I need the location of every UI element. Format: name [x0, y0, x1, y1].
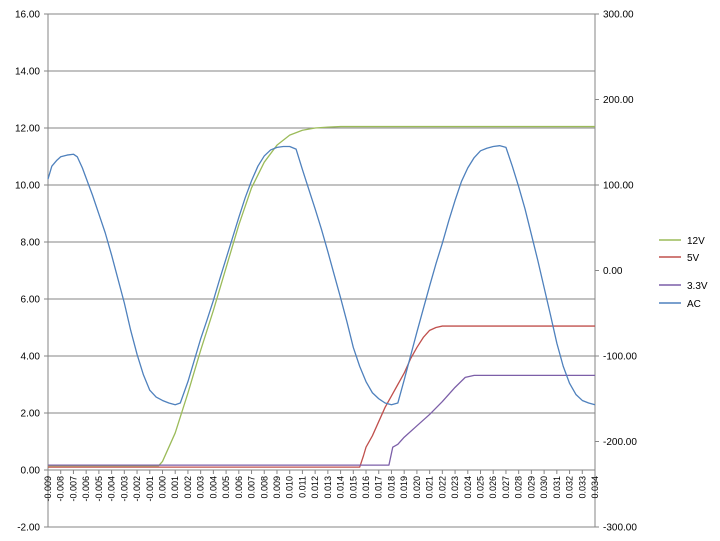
- x-tick-label: 0.028: [514, 476, 524, 499]
- x-tick-label: 0.011: [297, 476, 307, 498]
- x-tick-label: 0.014: [336, 476, 346, 499]
- left-y-axis: -2.00 0.00 2.00 4.00 6.00 8.00 10.00 12.00 14.00…: [15, 10, 48, 534]
- legend-label: 12V: [687, 236, 705, 247]
- left-tick-label: 16.00: [15, 10, 40, 21]
- right-y-axis: -300.00 -200.00 -100.00 0.00 100.00 200.00 300…: [595, 10, 637, 534]
- x-tick-label: 0.034: [590, 476, 600, 499]
- x-tick-label: 0.033: [577, 476, 587, 499]
- left-tick-label: 8.00: [21, 238, 41, 249]
- x-tick-label: 0.003: [196, 476, 206, 499]
- left-tick-label: 14.00: [15, 67, 40, 78]
- x-tick-label: 0.002: [183, 476, 193, 499]
- x-tick-label: 0.032: [565, 476, 575, 499]
- right-tick-label: 0.00: [603, 266, 623, 277]
- x-tick-label: -0.007: [68, 476, 78, 502]
- left-tick-label: 0.00: [21, 466, 41, 477]
- right-tick-label: 200.00: [603, 95, 634, 106]
- x-tick-label: 0.016: [361, 476, 371, 499]
- x-tick-label: -0.004: [107, 476, 117, 502]
- left-tick-label: 2.00: [21, 409, 41, 420]
- x-tick-label: 0.018: [386, 476, 396, 499]
- series-line-3-3v: [48, 374, 595, 466]
- x-tick-label: 0.013: [323, 476, 333, 499]
- x-tick-label: -0.003: [119, 476, 129, 502]
- x-tick-label: -0.002: [132, 476, 142, 502]
- x-tick-label: 0.000: [157, 476, 167, 499]
- x-tick-label: 0.022: [437, 476, 447, 499]
- x-tick-label: 0.031: [552, 476, 562, 499]
- x-tick-label: 0.004: [208, 476, 218, 499]
- right-tick-label: 300.00: [603, 10, 634, 21]
- x-tick-label: 0.007: [247, 476, 257, 499]
- x-axis: -0.009 -0.008 -0.007 -0.006 -0.005 -0.004 -0.0…: [43, 469, 600, 502]
- x-tick-label: 0.008: [259, 476, 269, 499]
- x-tick-label: 0.029: [526, 476, 536, 499]
- x-tick-label: 0.005: [221, 476, 231, 499]
- right-tick-label: -100.00: [603, 352, 637, 363]
- x-tick-label: 0.027: [501, 476, 511, 499]
- x-tick-label: 0.024: [463, 476, 473, 499]
- left-tick-label: -2.00: [17, 523, 40, 534]
- legend: 12V 5V 3.3V AC: [659, 236, 708, 310]
- x-tick-label: 0.030: [539, 476, 549, 499]
- left-tick-label: 4.00: [21, 352, 41, 363]
- x-tick-label: 0.025: [476, 476, 486, 499]
- right-tick-label: -300.00: [603, 523, 637, 534]
- series-line-ac: [47, 145, 596, 406]
- x-tick-label: -0.008: [56, 476, 66, 502]
- x-tick-label: 0.023: [450, 476, 460, 499]
- series-line-5v: [48, 325, 595, 468]
- x-tick-label: 0.009: [272, 476, 282, 499]
- left-tick-label: 12.00: [15, 124, 40, 135]
- x-tick-label: 0.017: [374, 476, 384, 499]
- left-tick-label: 6.00: [21, 295, 41, 306]
- x-tick-label: -0.006: [81, 476, 91, 502]
- left-tick-label: 10.00: [15, 181, 40, 192]
- x-tick-label: 0.019: [399, 476, 409, 499]
- right-tick-label: 100.00: [603, 181, 634, 192]
- x-tick-label: 0.020: [412, 476, 422, 499]
- x-tick-label: 0.012: [310, 476, 320, 499]
- x-tick-label: 0.026: [488, 476, 498, 499]
- legend-label: AC: [687, 299, 701, 310]
- series-line-12v: [48, 125, 595, 467]
- x-tick-label: 0.010: [285, 476, 295, 499]
- x-tick-label: 0.015: [348, 476, 358, 499]
- x-tick-label: 0.021: [425, 476, 435, 499]
- series-layer: [47, 125, 596, 468]
- legend-label: 5V: [687, 253, 700, 264]
- right-tick-label: -200.00: [603, 437, 637, 448]
- x-tick-label: -0.009: [43, 476, 53, 502]
- x-tick-label: 0.001: [170, 476, 180, 499]
- legend-label: 3.3V: [687, 281, 708, 292]
- x-tick-label: 0.006: [234, 476, 244, 499]
- x-tick-label: -0.005: [94, 476, 104, 502]
- x-tick-label: -0.001: [145, 476, 155, 502]
